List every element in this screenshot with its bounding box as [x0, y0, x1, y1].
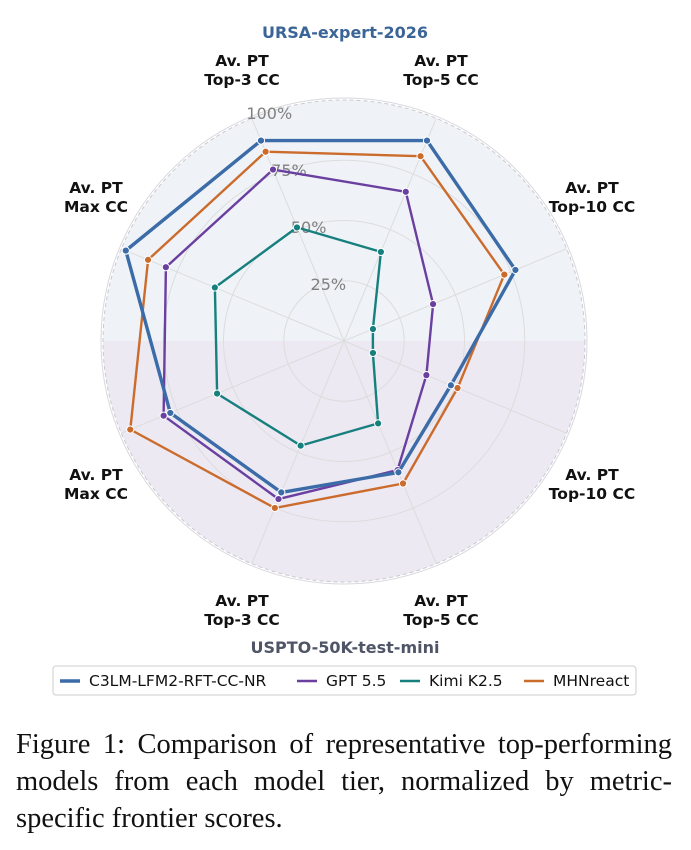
radial-tick-label: 100%: [246, 104, 292, 123]
grid-ring: [162, 159, 526, 523]
axis-label: Av. PT Top-5 CC: [403, 592, 479, 629]
outer-boundary: [100, 97, 588, 585]
axis-label: Av. PT Top-10 CC: [549, 179, 635, 216]
data-point: [161, 263, 170, 272]
data-point: [401, 187, 410, 196]
axis-label: Av. PT Top-3 CC: [204, 592, 280, 629]
legend-label: GPT 5.5: [326, 672, 386, 690]
legend: C3LM-LFM2-RFT-CC-NR GPT 5.5 Kimi K2.5 MHNre…: [52, 665, 637, 696]
legend-entry: GPT 5.5: [297, 672, 386, 690]
outer-ring: [102, 99, 586, 583]
grid-ring: [283, 280, 405, 402]
data-point: [428, 300, 438, 309]
series-kimi-k2-5: [210, 223, 385, 450]
data-point: [368, 324, 378, 334]
axis-spoke: [251, 340, 345, 564]
data-point: [256, 136, 266, 145]
grid-ring: [223, 220, 465, 462]
data-point: [270, 503, 279, 513]
data-point: [292, 223, 302, 232]
series-c3lm-lfm2-rft-cc-nr: [121, 136, 520, 497]
axis-label: Av. PT Max CC: [64, 179, 128, 216]
data-point: [398, 479, 408, 488]
axis-label: Av. PT Top-3 CC: [204, 52, 280, 89]
data-point: [212, 389, 222, 398]
bottom-group-title: USPTO-50K-test-mini: [251, 638, 440, 657]
radial-tick-label: 25%: [311, 275, 347, 294]
data-point: [261, 147, 270, 156]
data-point: [268, 165, 278, 174]
data-point: [159, 411, 168, 420]
data-point: [274, 494, 283, 504]
legend-entry: Kimi K2.5: [400, 672, 503, 690]
data-point: [422, 371, 431, 380]
axis-label: Av. PT Top-10 CC: [549, 466, 635, 503]
legend-box: [52, 665, 637, 696]
data-point: [416, 152, 425, 161]
legend-label: C3LM-LFM2-RFT-CC-NR: [89, 672, 267, 690]
data-point: [143, 255, 153, 264]
data-point: [453, 383, 462, 393]
legend-entry: C3LM-LFM2-RFT-CC-NR: [60, 672, 267, 690]
data-point: [368, 348, 378, 358]
legend-label: Kimi K2.5: [429, 672, 503, 690]
top-group-title: URSA-expert-2026: [262, 23, 428, 42]
data-point: [394, 468, 403, 477]
legend-label: MHNreact: [553, 672, 629, 690]
axis-spoke: [343, 248, 567, 342]
data-point: [126, 425, 135, 434]
data-point: [374, 419, 383, 428]
axis-label: Av. PT Top-5 CC: [403, 52, 479, 89]
data-point: [296, 441, 305, 450]
data-point: [121, 246, 130, 255]
data-point: [210, 283, 219, 292]
figure-caption: Figure 1: Comparison of representative t…: [16, 729, 672, 834]
legend-entry: MHNreact: [524, 672, 629, 690]
axis-labels: Av. PT Top-3 CC Av. PT Top-5 CC Av. PT Top-10…: [64, 52, 635, 629]
data-point: [500, 270, 509, 279]
axis-spoke: [343, 340, 437, 564]
radial-tick-label: 75%: [271, 161, 307, 180]
data-point: [511, 265, 520, 275]
series-layer: [121, 136, 520, 513]
data-point: [376, 247, 385, 257]
axis-label: Av. PT Max CC: [64, 466, 128, 503]
axis-spoke: [121, 340, 345, 434]
data-point: [166, 408, 175, 418]
data-point: [277, 488, 286, 497]
data-point: [422, 136, 432, 145]
data-point: [446, 381, 455, 390]
axis-spoke: [121, 248, 345, 342]
